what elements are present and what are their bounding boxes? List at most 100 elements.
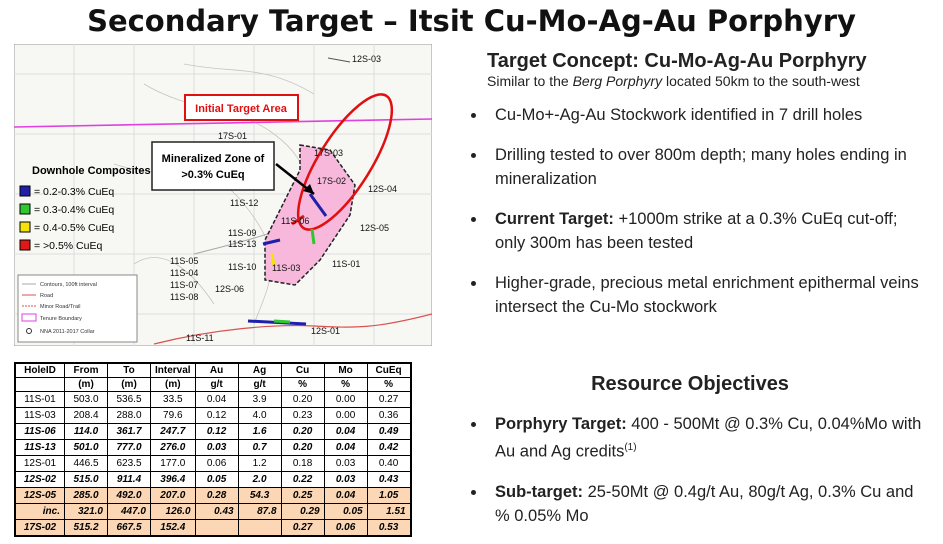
composite-label: = 0.4-0.5% CuEq (34, 222, 114, 234)
text: Cu-Mo+-Ag-Au Stockwork identified in 7 d… (495, 106, 863, 124)
hole-label: 11S-01 (332, 259, 360, 269)
hole-label: 11S-07 (170, 280, 198, 290)
hole-label: 11S-04 (170, 268, 198, 278)
table-cell: 11S-06 (14, 423, 65, 440)
hole-label: 17S-03 (314, 148, 343, 158)
table-cell: 0.06 (194, 455, 239, 472)
composite-label: = >0.5% CuEq (34, 240, 102, 252)
header-cell: g/t (237, 377, 282, 392)
table-cell: 515.0 (64, 471, 108, 488)
table-cell: 0.27 (280, 519, 325, 537)
table-cell: 0.20 (280, 391, 325, 408)
table-cell (194, 519, 239, 537)
table-row: 11S-13 501.0 777.0 276.0 0.03 0.7 0.20 0.04 0.42 (14, 439, 412, 456)
hole-label: 12S-06 (215, 284, 244, 294)
legend-item: Contours, 100ft interval (40, 282, 97, 288)
table-cell: 0.53 (366, 519, 412, 537)
table-cell: 54.3 (237, 487, 282, 504)
header-cell: (m) (64, 377, 108, 392)
hole-label: 11S-05 (170, 256, 198, 266)
text: 25-50Mt @ 0.4g/t Au, 80g/t Ag, 0.3% Cu a… (495, 482, 914, 525)
table-cell: 321.0 (64, 503, 108, 520)
table-cell: 396.4 (150, 471, 196, 488)
table-cell (237, 519, 282, 537)
table-cell: 11S-01 (14, 391, 65, 408)
table-cell: 0.20 (280, 439, 325, 456)
table-cell: 11S-03 (14, 407, 65, 424)
header-row: HoleID From To Interval Au Ag Cu Mo CuEq (14, 362, 412, 378)
table-cell: 0.7 (237, 439, 282, 456)
table-cell: 0.22 (280, 471, 325, 488)
table-cell: 0.42 (366, 439, 412, 456)
table-cell: 207.0 (150, 487, 196, 504)
table-cell: 1.6 (237, 423, 282, 440)
table-cell: 87.8 (237, 503, 282, 520)
hole-label: 12S-05 (360, 223, 389, 233)
hole-label: 12S-04 (368, 184, 397, 194)
text: Sub-target: (495, 482, 583, 501)
text: Berg Porphyry (572, 73, 663, 89)
table-cell: 1.05 (366, 487, 412, 504)
table-cell: 208.4 (64, 407, 108, 424)
table-cell: 447.0 (107, 503, 151, 520)
table-cell: 79.6 (150, 407, 196, 424)
table-cell: 0.23 (280, 407, 325, 424)
table-cell: 0.25 (280, 487, 325, 504)
header-cell: (m) (107, 377, 151, 392)
table-row: 12S-05 285.0 492.0 207.0 0.28 54.3 0.25 0.04 1.0… (14, 487, 412, 504)
header-cell (14, 377, 65, 392)
concept-section: Target Concept: Cu-Mo-Ag-Au Porphyry Sim… (455, 50, 925, 335)
swatch (19, 185, 31, 197)
table-cell: 12S-05 (14, 487, 65, 504)
hole-label: 11S-11 (186, 333, 214, 343)
hole-label: 11S-10 (228, 262, 256, 272)
legend-item: Tenure Boundary (40, 316, 82, 322)
text: Drilling tested to over 800m depth; many… (495, 146, 907, 188)
objectives-bullets: Porphyry Target: 400 - 500Mt @ 0.3% Cu, … (455, 412, 925, 528)
table-cell: 2.0 (237, 471, 282, 488)
table-cell: 0.12 (194, 407, 239, 424)
bullet: Cu-Mo+-Ag-Au Stockwork identified in 7 d… (487, 103, 925, 127)
table-cell: 0.20 (280, 423, 325, 440)
header-cell: To (107, 362, 151, 378)
table-cell: 0.43 (194, 503, 239, 520)
table-cell: 247.7 (150, 423, 196, 440)
table-cell: 0.28 (194, 487, 239, 504)
header-cell: From (64, 362, 108, 378)
composite-label: = 0.3-0.4% CuEq (34, 204, 114, 216)
header-cell: % (323, 377, 368, 392)
header-cell: Ag (237, 362, 282, 378)
table-cell: 285.0 (64, 487, 108, 504)
table-cell: 0.05 (323, 503, 368, 520)
table-cell: 12S-02 (14, 471, 65, 488)
text: 400 - 500Mt @ 0.3% Cu, 0.04%Mo with Au a… (495, 415, 922, 461)
text: located 50km to the south-west (662, 73, 860, 89)
hole-label: 11S-12 (230, 198, 258, 208)
initial-target-label: Initial Target Area (195, 103, 288, 115)
bullet: Sub-target: 25-50Mt @ 0.4g/t Au, 80g/t A… (487, 480, 925, 528)
header-cell: Mo (323, 362, 368, 378)
table-cell: 503.0 (64, 391, 108, 408)
table-cell: 288.0 (107, 407, 151, 424)
table-cell: 33.5 (150, 391, 196, 408)
table-cell: 114.0 (64, 423, 108, 440)
objectives-title: Resource Objectives (591, 373, 789, 395)
table-cell: 0.03 (323, 455, 368, 472)
header-cell: HoleID (14, 362, 65, 378)
table-row: 11S-03 208.4 288.0 79.6 0.12 4.0 0.23 0.00 0.36 (14, 407, 412, 424)
table-cell: 12S-01 (14, 455, 65, 472)
hole-label: 17S-02 (317, 176, 346, 186)
table-cell: 0.36 (366, 407, 412, 424)
text: Porphyry Target: (495, 415, 627, 433)
table-row: inc. 321.0 447.0 126.0 0.43 87.8 0.29 0.05 1.51 (14, 503, 412, 520)
swatch (19, 239, 31, 251)
table-cell: 501.0 (64, 439, 108, 456)
table-cell: 0.04 (194, 391, 239, 408)
table-cell: 515.2 (64, 519, 108, 537)
text: (1) (624, 442, 637, 453)
table-cell: 911.4 (107, 471, 151, 488)
table-cell: 1.2 (237, 455, 282, 472)
table-cell: 126.0 (150, 503, 196, 520)
hole-label: 12S-03 (352, 54, 381, 64)
